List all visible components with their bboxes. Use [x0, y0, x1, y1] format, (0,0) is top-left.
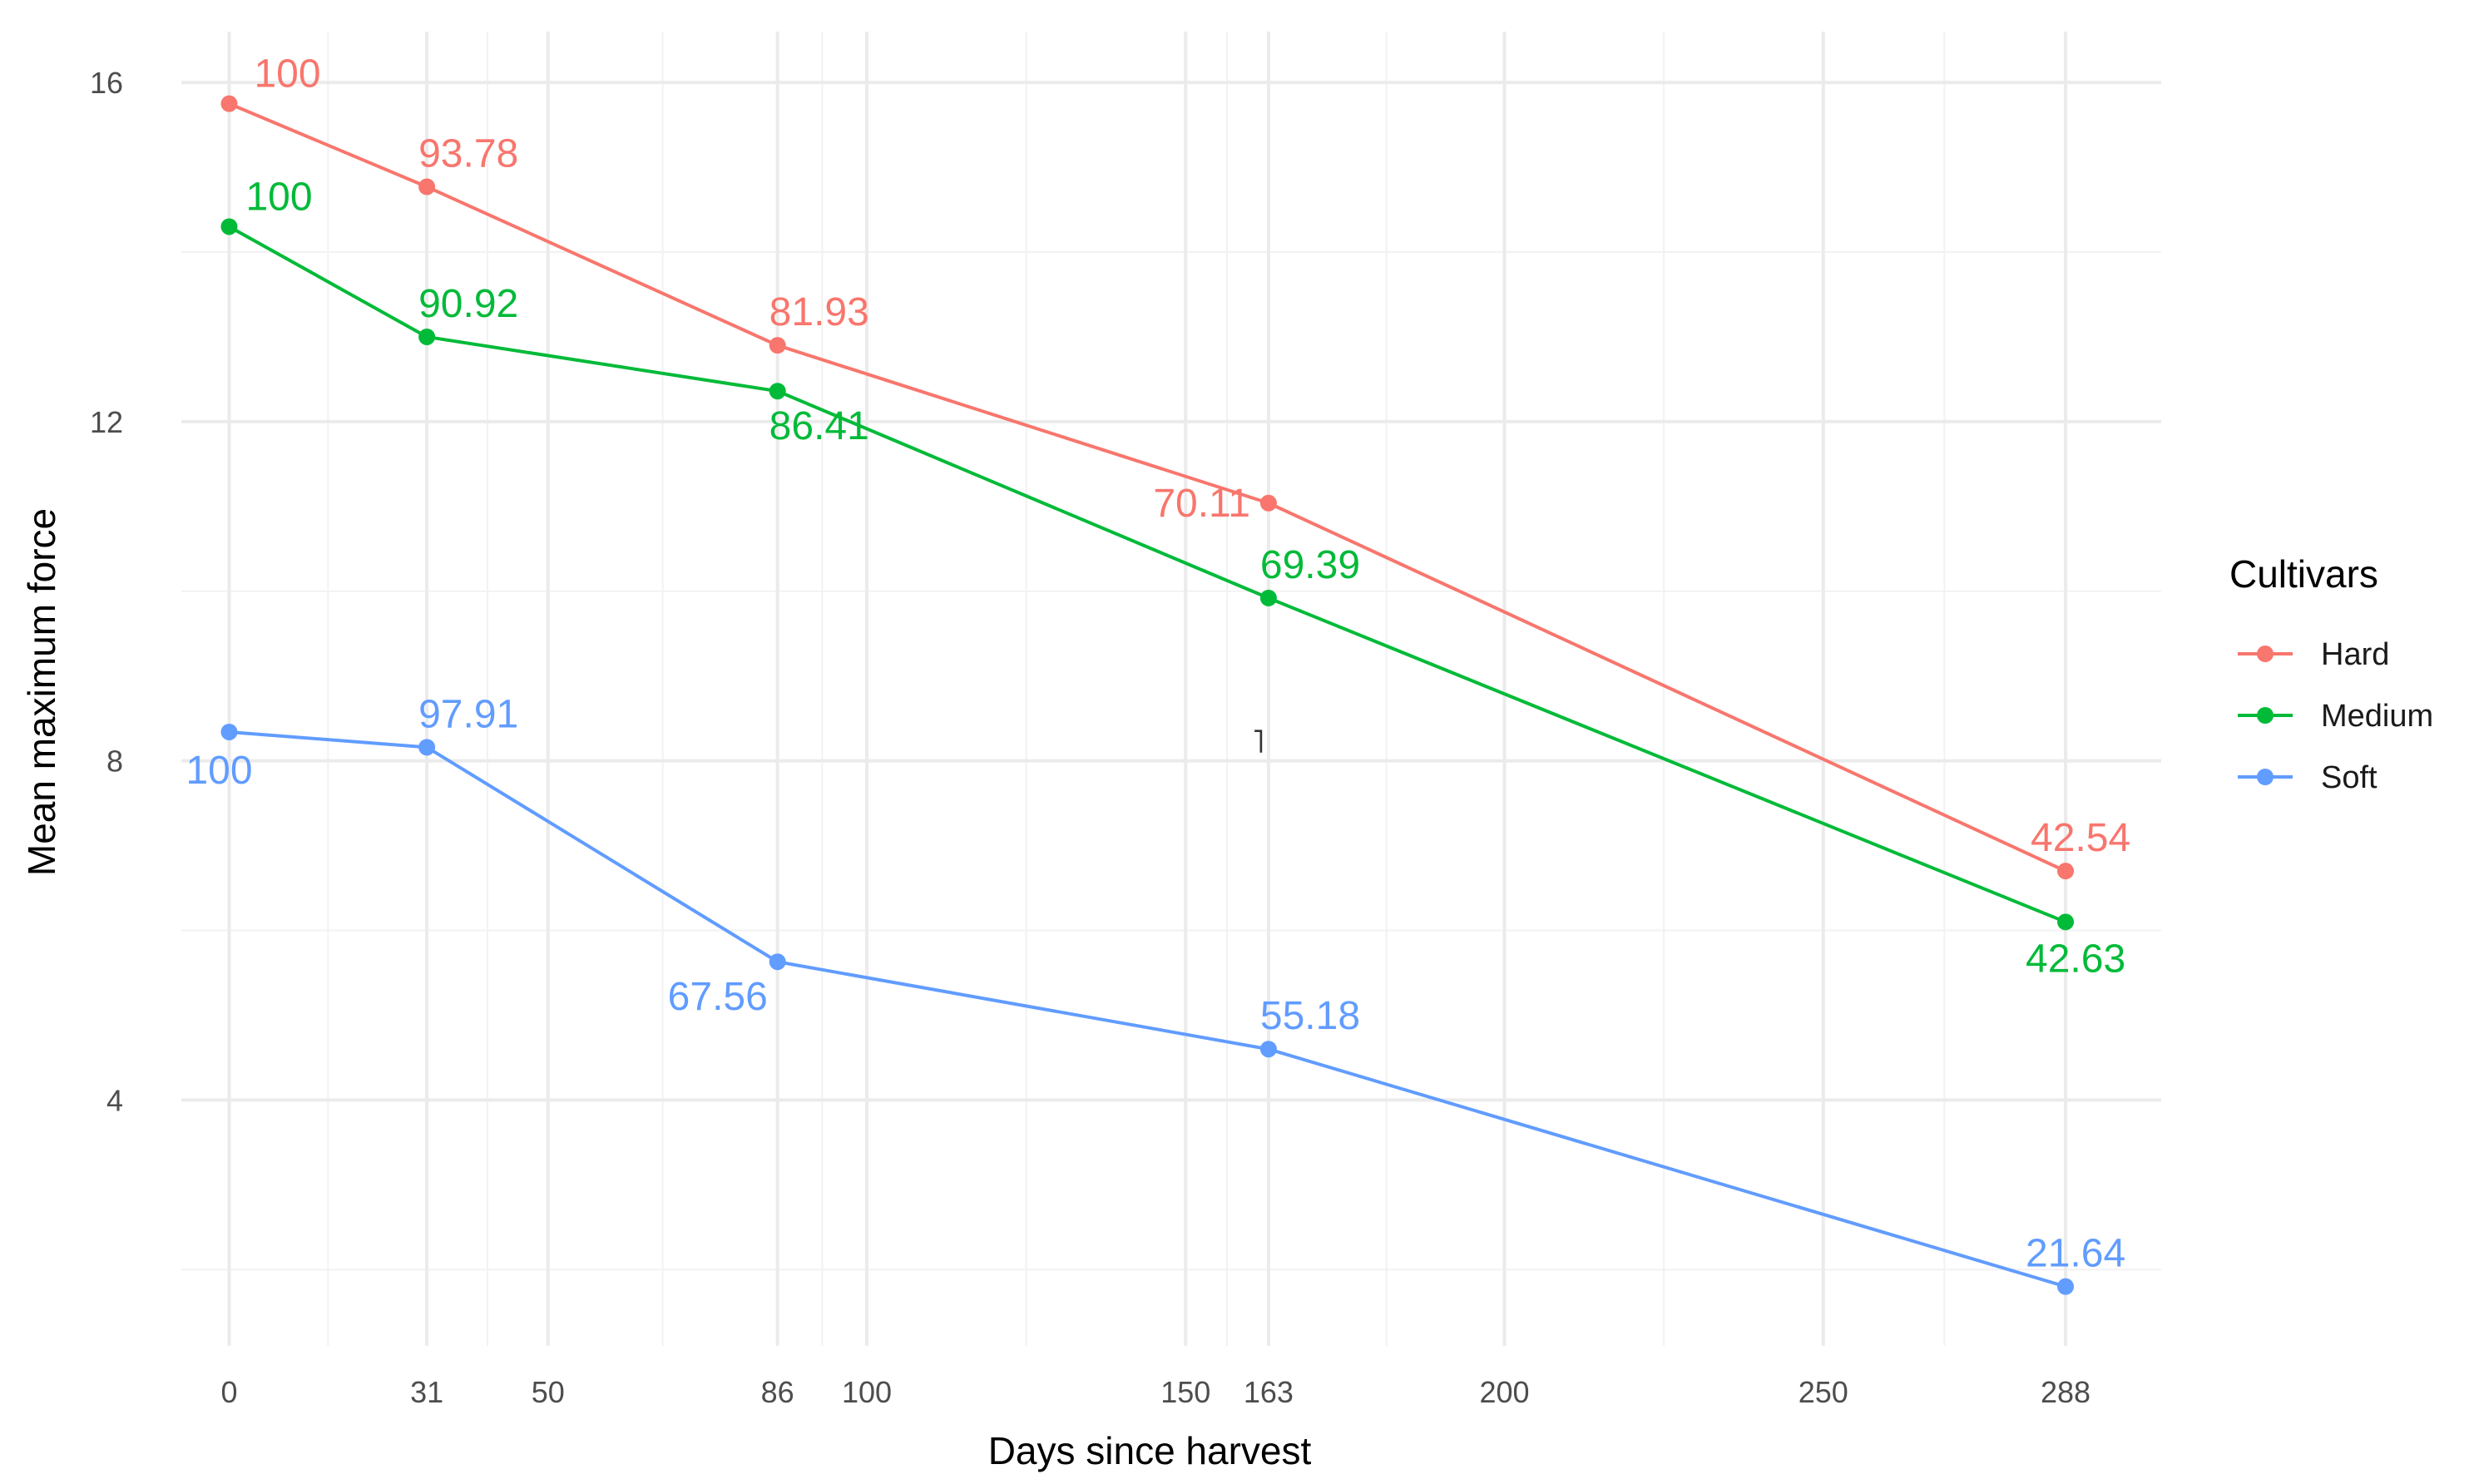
legend-label-hard: Hard — [2321, 637, 2389, 672]
data-label-hard: 81.93 — [769, 290, 869, 334]
y-axis-title: Mean maximum force — [20, 508, 63, 876]
data-label-medium: 69.39 — [1260, 543, 1360, 587]
x-axis-title: Days since harvest — [988, 1429, 1312, 1472]
series-lines — [220, 95, 2075, 1295]
x-tick-label: 86 — [761, 1375, 794, 1409]
data-label-medium: 100 — [245, 175, 312, 219]
data-label-hard: 93.78 — [418, 132, 518, 176]
data-point-hard — [2057, 863, 2075, 880]
y-tick-label: 8 — [106, 744, 123, 779]
legend-key-point — [2257, 769, 2274, 785]
data-point-hard — [220, 95, 238, 112]
data-label-soft: 97.91 — [418, 692, 518, 736]
legend-key-point — [2257, 707, 2274, 724]
series-line-medium — [228, 225, 2066, 924]
x-tick-label: 163 — [1244, 1375, 1294, 1409]
legend-label-medium: Medium — [2321, 699, 2433, 734]
x-tick-label: 0 — [220, 1375, 237, 1409]
x-tick-label: 200 — [1479, 1375, 1529, 1409]
data-label-hard: 42.54 — [2031, 816, 2130, 860]
annotation-mark: ˥ — [1252, 724, 1264, 760]
legend: Cultivars Hard Medium Soft — [2229, 552, 2433, 795]
x-tick-label: 50 — [532, 1375, 565, 1409]
data-point-soft — [769, 953, 786, 971]
series-line-hard — [228, 101, 2066, 873]
axes: 4 8 12 16 0 31 50 86 100 150 163 200 250 288 — [90, 66, 2091, 1409]
data-label-hard: 70.11 — [1153, 482, 1250, 526]
data-label-hard: 100 — [254, 52, 320, 96]
data-label-medium: 86.41 — [769, 404, 869, 448]
data-point-medium — [2057, 913, 2075, 931]
data-point-soft — [220, 723, 238, 740]
y-tick-label: 16 — [90, 66, 123, 100]
data-label-medium: 42.63 — [2026, 937, 2125, 981]
y-tick-label: 4 — [106, 1083, 123, 1117]
data-label-soft: 21.64 — [2026, 1232, 2125, 1276]
data-point-hard — [1259, 494, 1277, 512]
x-tick-label: 100 — [842, 1375, 892, 1409]
data-point-medium — [418, 328, 436, 345]
data-point-medium — [769, 383, 786, 400]
grid — [181, 32, 2161, 1346]
legend-key-point — [2257, 646, 2274, 662]
data-label-soft: 67.56 — [668, 975, 768, 1019]
data-label-soft: 100 — [186, 749, 252, 793]
data-label-medium: 90.92 — [418, 282, 518, 326]
legend-title: Cultivars — [2229, 552, 2378, 596]
data-point-soft — [418, 739, 436, 756]
data-point-medium — [220, 218, 238, 235]
legend-label-soft: Soft — [2321, 760, 2378, 795]
data-point-medium — [1259, 589, 1277, 606]
point-labels: 100 93.78 81.93 70.11 42.54 100 90.92 86.41 69.3… — [186, 52, 2130, 1276]
data-point-hard — [418, 178, 436, 195]
series-line-soft — [229, 730, 2066, 1289]
x-tick-label: 150 — [1160, 1375, 1210, 1409]
x-tick-label: 250 — [1799, 1375, 1848, 1409]
y-tick-label: 12 — [90, 405, 123, 439]
x-tick-label: 288 — [2041, 1375, 2091, 1409]
data-point-soft — [1259, 1041, 1277, 1058]
x-tick-label: 31 — [410, 1375, 443, 1409]
data-point-hard — [769, 337, 786, 354]
data-point-soft — [2057, 1278, 2075, 1295]
data-label-soft: 55.18 — [1260, 994, 1360, 1038]
